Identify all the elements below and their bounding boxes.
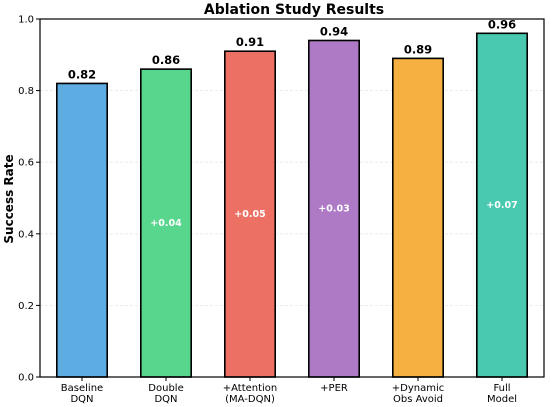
bar bbox=[55, 82, 109, 378]
bar-delta-label: +0.04 bbox=[150, 218, 182, 229]
x-tick-label-line: Model bbox=[487, 394, 517, 405]
plot-frame bbox=[39, 18, 545, 378]
x-tick-label-line: DQN bbox=[154, 394, 177, 405]
bar-value-label: 0.86 bbox=[152, 53, 180, 67]
chart-title: Ablation Study Results bbox=[204, 2, 384, 18]
bar-value-label: 0.82 bbox=[68, 67, 96, 81]
bar bbox=[307, 39, 360, 378]
y-tick-label: 0.2 bbox=[18, 301, 34, 312]
y-tick-label: 0.4 bbox=[18, 229, 34, 240]
x-tick-label: +Dynamic Obs Avoid bbox=[392, 383, 444, 405]
bar bbox=[391, 57, 444, 378]
x-tick-label-line: Baseline bbox=[61, 383, 103, 394]
bar-labels: 0.82 0.86 +0.04 0.91 +0.05 0.94 +0.03 0.89 0.96 +… bbox=[68, 17, 518, 229]
y-tick-label: 0.6 bbox=[18, 158, 34, 169]
y-tick-label: 0.0 bbox=[18, 373, 34, 384]
bar bbox=[140, 68, 193, 378]
bar-value-label: 0.96 bbox=[488, 17, 516, 31]
x-tick-label-line: Double bbox=[148, 383, 183, 394]
bar-value-label: 0.89 bbox=[404, 42, 432, 56]
bar-value-label: 0.91 bbox=[236, 35, 264, 49]
bar bbox=[475, 32, 528, 378]
x-tick-label: +PER bbox=[320, 383, 348, 394]
y-axis-label: Success Rate bbox=[2, 154, 16, 243]
x-tick-label-line: +Dynamic bbox=[392, 383, 444, 394]
x-tick-label-line: Full bbox=[493, 383, 510, 394]
bar-delta-label: +0.05 bbox=[234, 209, 265, 220]
x-tick-label-line: DQN bbox=[70, 394, 93, 405]
y-tick-label: 1.0 bbox=[18, 15, 34, 26]
x-tick-label-line: (MA-DQN) bbox=[225, 394, 275, 405]
y-tick-label: 0.8 bbox=[18, 86, 34, 97]
x-tick-label-line: Obs Avoid bbox=[393, 394, 443, 405]
bar-delta-label: +0.07 bbox=[486, 200, 517, 211]
x-tick-label-line: +PER bbox=[320, 383, 348, 394]
bar-delta-label: +0.03 bbox=[318, 204, 349, 215]
x-tick-label: Baseline DQN bbox=[61, 383, 103, 405]
x-tick-label: Full Model bbox=[487, 383, 517, 405]
bars bbox=[55, 32, 528, 378]
bar bbox=[224, 50, 277, 378]
x-tick-label: Double DQN bbox=[148, 383, 183, 405]
x-tick-label: +Attention (MA-DQN) bbox=[223, 383, 278, 405]
x-tick-label-line: +Attention bbox=[223, 383, 278, 394]
bar-value-label: 0.94 bbox=[320, 24, 348, 38]
